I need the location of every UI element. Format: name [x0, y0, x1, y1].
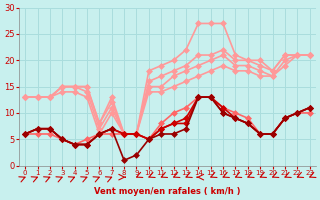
X-axis label: Vent moyen/en rafales ( km/h ): Vent moyen/en rafales ( km/h ) [94, 187, 241, 196]
